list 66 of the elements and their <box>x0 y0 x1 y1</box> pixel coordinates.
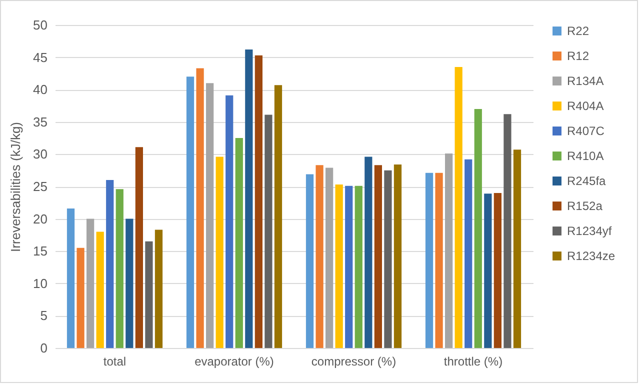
bar <box>494 192 502 348</box>
y-tick-label: 45 <box>33 50 48 65</box>
y-axis-title: Irreversabilities (kJ/kg) <box>8 122 24 252</box>
legend-label: R1234ze <box>567 249 616 263</box>
bar <box>326 168 334 348</box>
bar <box>445 154 453 348</box>
bar <box>135 147 143 348</box>
legend-label: R245fa <box>567 174 606 188</box>
bar <box>435 172 443 348</box>
y-tick-label: 30 <box>33 146 48 162</box>
x-tick-label: total <box>103 354 126 368</box>
legend-label: R12 <box>567 49 590 63</box>
y-tick-label: 0 <box>40 340 48 356</box>
x-tick-label: evaporator (%) <box>194 354 274 368</box>
bar <box>235 138 243 348</box>
bar <box>464 159 472 348</box>
bar <box>206 83 214 348</box>
y-tick-label: 10 <box>33 276 48 291</box>
bar <box>394 164 402 348</box>
bar <box>364 156 372 348</box>
bar <box>484 194 492 348</box>
bar <box>145 241 153 348</box>
bar <box>345 186 353 348</box>
y-tick-label: 5 <box>40 308 48 324</box>
bar <box>76 248 84 348</box>
bar <box>66 208 75 348</box>
x-tick-label: throttle (%) <box>444 354 503 368</box>
bar <box>474 108 482 348</box>
bar <box>106 180 114 348</box>
bar <box>216 156 224 348</box>
bar <box>384 170 392 348</box>
legend-label: R152a <box>567 199 603 213</box>
bar <box>513 150 522 348</box>
legend-label: R134A <box>567 74 604 88</box>
y-tick-label: 20 <box>33 211 48 226</box>
bar <box>154 230 163 348</box>
legend-label: R407C <box>567 124 605 138</box>
bar <box>254 55 262 348</box>
legend-label: R404A <box>567 99 604 113</box>
y-tick-label: 35 <box>33 114 48 130</box>
y-tick-label: 15 <box>33 244 48 259</box>
bar <box>306 174 314 348</box>
bar <box>316 165 324 348</box>
bar <box>226 95 234 348</box>
legend-label: R1234yf <box>567 224 612 238</box>
bar <box>504 114 512 348</box>
bar <box>126 218 134 348</box>
bar <box>116 189 124 348</box>
y-tick-label: 50 <box>33 18 48 32</box>
y-tick-label: 40 <box>33 82 48 98</box>
legend-label: R22 <box>567 24 590 38</box>
bar <box>96 232 104 348</box>
y-tick-label: 25 <box>33 179 48 194</box>
x-tick-label: compressor (%) <box>311 354 396 368</box>
bar <box>335 184 343 348</box>
bar <box>245 50 253 348</box>
legend-label: R410A <box>567 149 604 163</box>
bar <box>274 85 282 348</box>
bar <box>264 114 272 348</box>
bar <box>196 68 204 348</box>
bar <box>186 76 194 348</box>
bar <box>425 172 434 348</box>
bar <box>454 66 462 348</box>
bar <box>374 165 382 348</box>
bar <box>86 218 94 348</box>
bar <box>354 186 362 348</box>
